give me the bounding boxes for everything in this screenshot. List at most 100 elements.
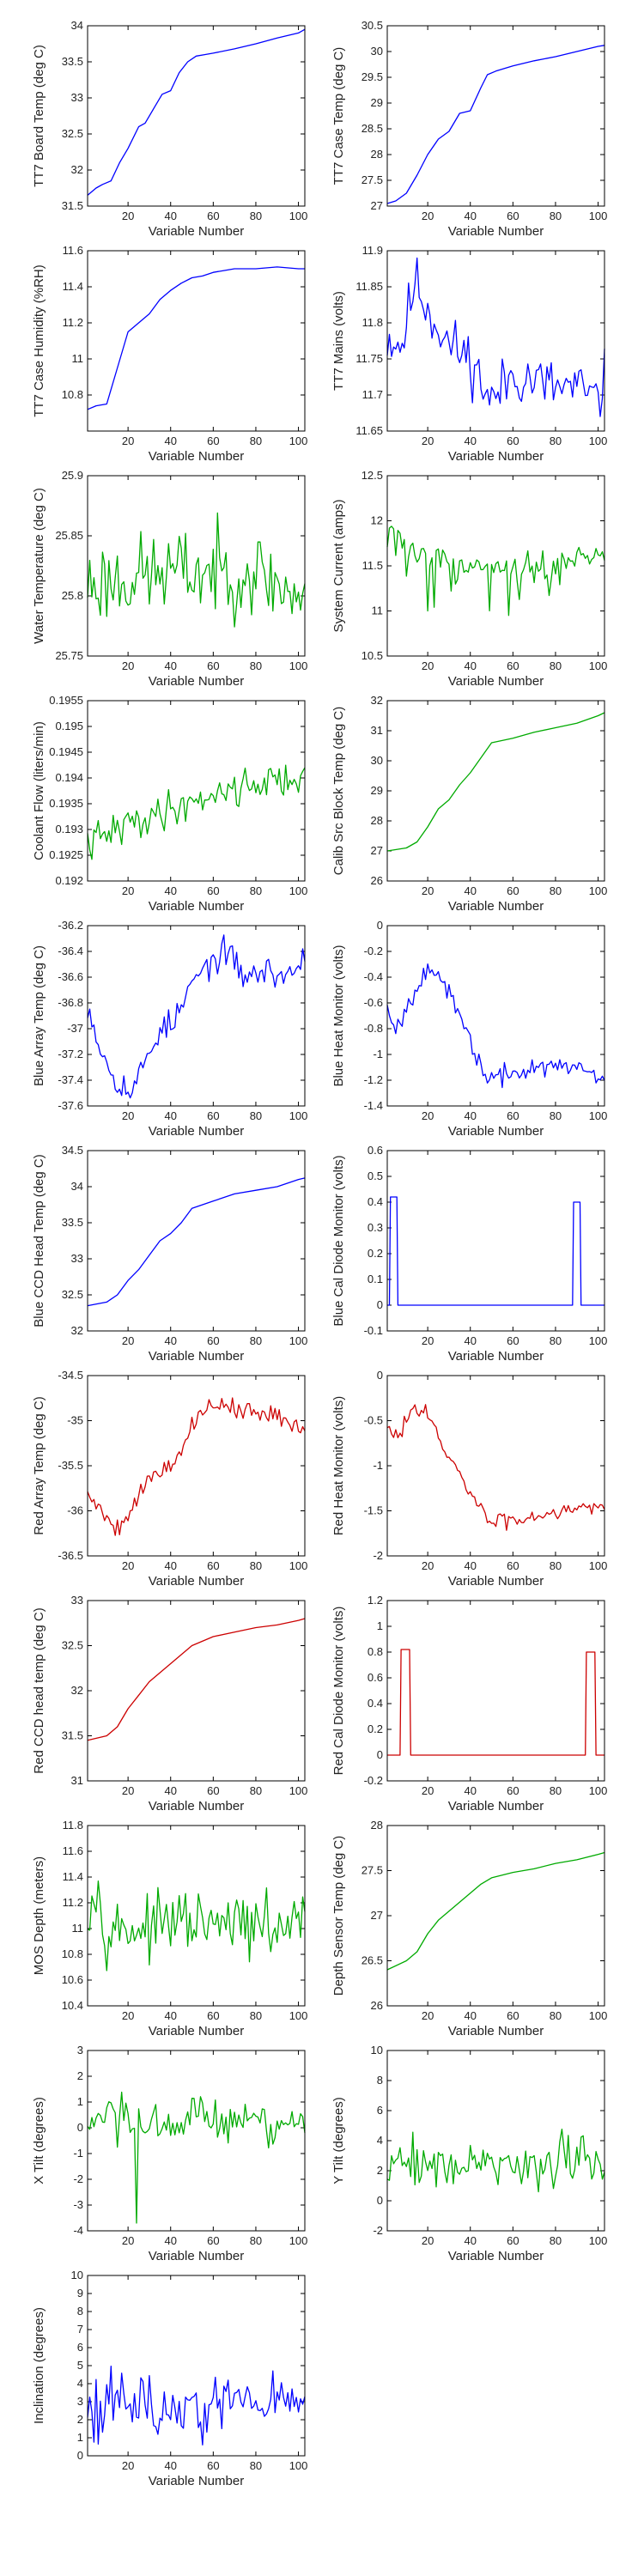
y-tick-label: 0.1925 (49, 848, 83, 861)
x-tick-label: 100 (589, 210, 608, 222)
y-tick-label: -35 (67, 1414, 83, 1427)
y-axis-label: Depth Sensor Temp (deg C) (331, 1836, 346, 1996)
x-tick-label: 80 (250, 1559, 262, 1572)
x-tick-label: 100 (289, 2009, 308, 2022)
x-tick-label: 60 (507, 210, 519, 222)
y-tick-label: 28 (371, 1819, 383, 1832)
x-tick-label: 40 (465, 2009, 477, 2022)
y-tick-label: -0.4 (364, 970, 383, 983)
y-tick-label: 27.5 (361, 173, 383, 186)
plot-frame (87, 2275, 306, 2457)
plot-frame (87, 1150, 306, 1332)
x-axis-label: Variable Number (448, 1574, 544, 1589)
y-tick-label: 34 (71, 19, 83, 32)
y-tick-label: 31.5 (62, 1729, 83, 1742)
y-tick-label: 1 (77, 2095, 83, 2108)
y-tick-label: 26 (371, 874, 383, 887)
y-tick-label: 31 (371, 724, 383, 737)
x-axis-label: Variable Number (448, 224, 544, 239)
y-tick-label: 33 (71, 1594, 83, 1607)
x-tick-label: 20 (422, 2009, 434, 2022)
plot-frame (386, 1150, 605, 1332)
x-tick-label: 60 (507, 659, 519, 672)
x-tick-label: 20 (122, 434, 134, 447)
plot-frame (87, 25, 306, 207)
y-tick-label: -37.6 (58, 1099, 83, 1112)
x-tick-label: 20 (422, 1559, 434, 1572)
y-tick-label: 32.5 (62, 127, 83, 140)
x-tick-label: 20 (422, 1784, 434, 1797)
x-tick-label: 40 (165, 884, 177, 897)
y-tick-label: 32 (71, 1684, 83, 1697)
x-tick-label: 60 (507, 434, 519, 447)
y-tick-label: 0 (377, 1369, 383, 1382)
y-tick-label: -3 (73, 2198, 83, 2211)
chart-tt7-case-humidity: 10.8 11 11.2 11.4 11.6 20 40 60 80 100 Variable Nu… (32, 244, 307, 464)
y-tick-label: -36.2 (58, 919, 83, 932)
x-tick-label: 80 (550, 2234, 562, 2247)
y-tick-label: 10 (371, 2044, 383, 2057)
y-tick-label: 30.5 (361, 19, 383, 32)
y-tick-label: 11.6 (63, 1844, 83, 1857)
y-tick-label: 0.3 (368, 1221, 383, 1234)
x-tick-label: 40 (465, 884, 477, 897)
x-axis-label: Variable Number (448, 1349, 544, 1364)
y-tick-label: 2 (77, 2069, 83, 2082)
y-tick-label: -4 (73, 2224, 83, 2237)
y-tick-label: 4 (377, 2134, 383, 2147)
y-tick-label: -2 (373, 1549, 383, 1562)
y-tick-label: 0.4 (368, 1195, 383, 1208)
y-tick-label: 12.5 (361, 469, 383, 482)
chart-blue-cal-diode-monitor: -0.1 0 0.1 0.2 0.3 0.4 0.5 0.6 20 40 60 80 100 Variab… (331, 1144, 607, 1364)
plot-frame (87, 475, 306, 657)
y-tick-label: 25.85 (55, 529, 83, 542)
y-tick-label: -1.5 (364, 1504, 383, 1517)
y-tick-label: 11.5 (362, 559, 383, 572)
chart-depth-sensor-temp: 26 26.5 27 27.5 28 20 40 60 80 100 Variable Number… (331, 1819, 607, 2038)
x-tick-label: 100 (589, 1334, 608, 1347)
plot-frame (386, 1375, 605, 1557)
x-axis-label: Variable Number (448, 674, 544, 689)
x-tick-label: 60 (207, 1109, 219, 1122)
y-tick-label: -1 (73, 2147, 83, 2160)
y-tick-label: 31.5 (62, 199, 83, 212)
y-axis-label: System Current (amps) (331, 499, 346, 632)
plot-frame (386, 25, 605, 207)
x-tick-label: 80 (550, 210, 562, 222)
y-tick-label: -36.5 (58, 1549, 83, 1562)
y-tick-label: 34.5 (62, 1144, 83, 1157)
x-tick-label: 60 (507, 1109, 519, 1122)
series-line (87, 2091, 306, 2224)
series-line (386, 2129, 605, 2193)
x-tick-label: 80 (250, 2009, 262, 2022)
series-line (87, 764, 306, 860)
x-tick-label: 60 (207, 1334, 219, 1347)
x-tick-label: 20 (122, 1334, 134, 1347)
y-tick-label: 0 (377, 1298, 383, 1311)
y-tick-label: -36 (67, 1504, 83, 1517)
chart-calib-src-block-temp: 26 27 28 29 30 31 32 20 40 60 80 100 Variable Number… (331, 694, 607, 914)
series-line (87, 266, 305, 410)
plot-frame (386, 925, 605, 1107)
plot-frame (386, 700, 605, 882)
y-tick-label: 9 (77, 2287, 83, 2300)
x-tick-label: 20 (422, 210, 434, 222)
x-axis-label: Variable Number (448, 2249, 544, 2263)
y-tick-label: 2 (77, 2413, 83, 2426)
x-tick-label: 20 (122, 2009, 134, 2022)
x-tick-label: 40 (165, 2459, 177, 2472)
x-tick-label: 80 (550, 1109, 562, 1122)
x-tick-label: 20 (422, 434, 434, 447)
y-tick-label: 0.4 (368, 1697, 383, 1710)
y-axis-label: Calib Src Block Temp (deg C) (331, 707, 346, 875)
y-tick-label: 0.5 (368, 1170, 383, 1182)
plot-frame (386, 2050, 605, 2232)
plot-frame (87, 925, 306, 1107)
chart-red-array-temp: -36.5 -36 -35.5 -35 -34.5 20 40 60 80 100 Variable… (32, 1369, 307, 1589)
series-line (386, 257, 605, 417)
y-axis-label: Y Tilt (degrees) (331, 2097, 346, 2184)
y-axis-label: Blue Array Temp (deg C) (32, 945, 46, 1086)
y-axis-label: Red Array Temp (deg C) (32, 1396, 46, 1534)
chart-blue-ccd-head-temp: 32 32.5 33 33.5 34 34.5 20 40 60 80 100 Variable Nu… (32, 1144, 307, 1364)
x-tick-label: 60 (507, 2009, 519, 2022)
